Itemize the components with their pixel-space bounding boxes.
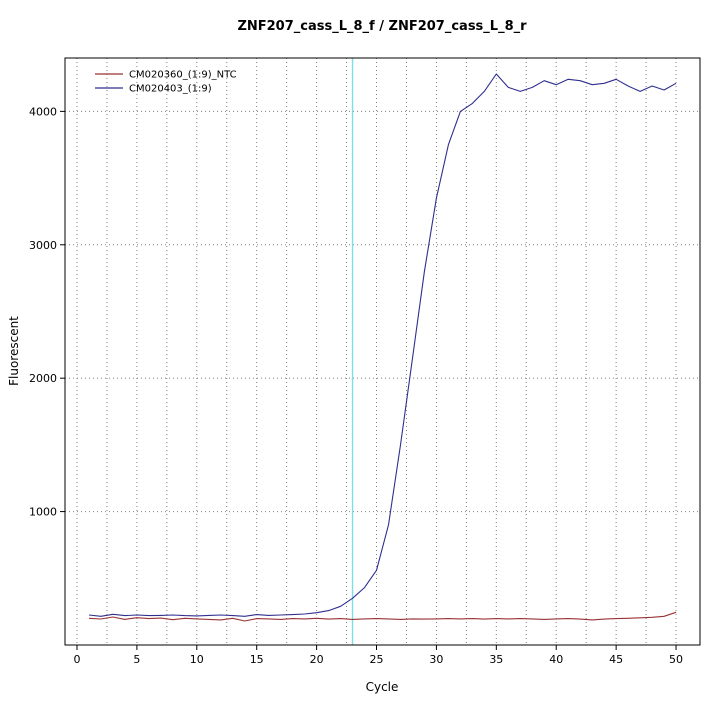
y-tick-label: 3000 — [29, 239, 57, 252]
x-axis-label: Cycle — [366, 680, 399, 694]
x-tick-label: 15 — [250, 653, 264, 666]
x-tick-label: 25 — [370, 653, 384, 666]
x-tick-label: 40 — [549, 653, 563, 666]
x-tick-label: 50 — [669, 653, 683, 666]
chart-title: ZNF207_cass_L_8_f / ZNF207_cass_L_8_r — [237, 19, 527, 34]
y-tick-label: 1000 — [29, 506, 57, 519]
series-line — [88, 73, 677, 617]
x-tick-label: 30 — [429, 653, 443, 666]
x-tick-label: 5 — [133, 653, 140, 666]
x-tick-label: 45 — [609, 653, 623, 666]
y-axis-label: Fluorescent — [7, 316, 21, 386]
plot-border — [64, 57, 701, 646]
legend: CM020360_(1:9)_NTC CM020403_(1:9) — [95, 70, 237, 95]
legend-label: CM020360_(1:9)_NTC — [129, 70, 237, 81]
x-tick-label: 10 — [190, 653, 204, 666]
y-axis-ticks: 1000 2000 3000 4000 — [29, 105, 65, 519]
y-tick-label: 4000 — [29, 105, 57, 118]
series-lines — [88, 73, 677, 622]
series-line — [88, 611, 677, 622]
y-tick-label: 2000 — [29, 372, 57, 385]
legend-label: CM020403_(1:9) — [129, 84, 212, 95]
grid-lines — [65, 58, 700, 645]
x-axis-ticks: 0 5 10 15 20 25 30 35 40 45 50 — [73, 645, 683, 666]
x-tick-label: 0 — [73, 653, 80, 666]
x-tick-label: 20 — [310, 653, 324, 666]
x-tick-label: 35 — [489, 653, 503, 666]
